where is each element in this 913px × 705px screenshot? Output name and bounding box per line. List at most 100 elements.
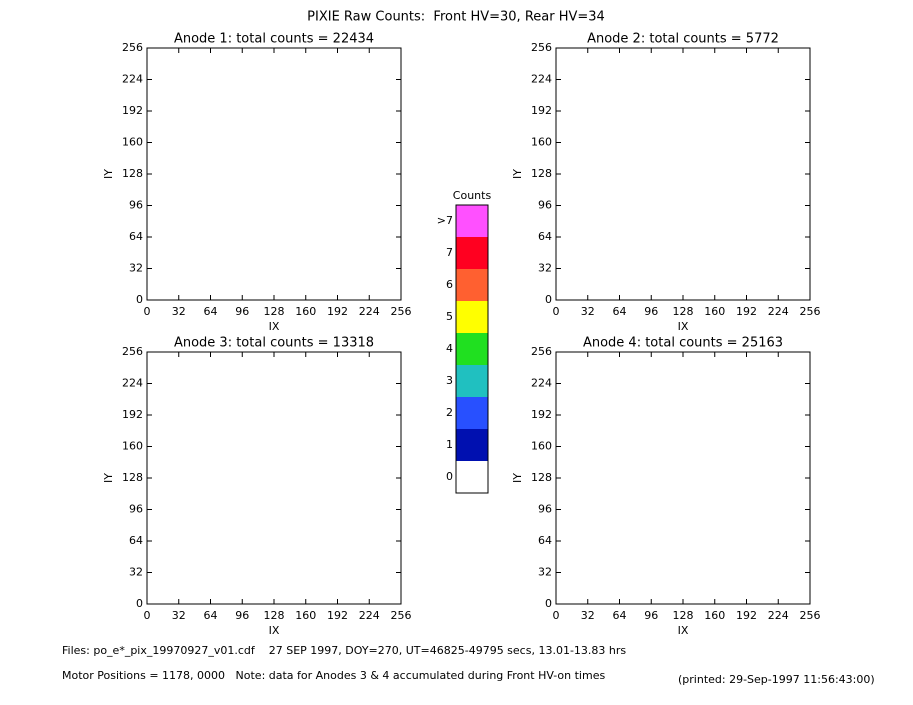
x-tick-label: 0 <box>144 609 151 622</box>
plot-frame <box>146 351 402 605</box>
x-tick-label: 256 <box>800 609 821 622</box>
colorbar-title: Counts <box>453 189 492 202</box>
colorbar-label: 4 <box>446 342 453 355</box>
y-tick-label: 0 <box>545 293 552 306</box>
plot-frame <box>555 47 811 301</box>
y-tick-label: 256 <box>122 345 143 358</box>
y-tick-label: 96 <box>129 503 143 516</box>
x-tick-label: 160 <box>704 609 725 622</box>
y-tick-label: 192 <box>531 408 552 421</box>
colorbar-label: 2 <box>446 406 453 419</box>
colorbar-segment <box>456 333 488 365</box>
plot-frame <box>146 47 402 301</box>
x-axis-label: IX <box>678 624 689 637</box>
x-tick-label: 224 <box>359 305 380 318</box>
x-tick-label: 192 <box>736 609 757 622</box>
colorbar-segment <box>456 397 488 429</box>
colorbar-segment <box>456 301 488 333</box>
x-tick-label: 224 <box>768 609 789 622</box>
y-tick-label: 64 <box>129 230 143 243</box>
footer-printed: (printed: 29-Sep-1997 11:56:43:00) <box>678 673 875 686</box>
x-tick-label: 192 <box>327 609 348 622</box>
y-axis-label: IY <box>102 169 115 179</box>
y-tick-label: 0 <box>136 293 143 306</box>
colorbar-label: >7 <box>437 214 453 227</box>
x-tick-label: 128 <box>264 305 285 318</box>
y-axis-label: IY <box>511 169 524 179</box>
x-tick-label: 96 <box>644 609 658 622</box>
y-axis-label: IY <box>511 473 524 483</box>
x-tick-label: 96 <box>235 609 249 622</box>
x-tick-label: 64 <box>204 609 218 622</box>
x-tick-label: 96 <box>235 305 249 318</box>
x-tick-label: 96 <box>644 305 658 318</box>
colorbar-label: 3 <box>446 374 453 387</box>
panel-title: Anode 1: total counts = 22434 <box>174 32 374 47</box>
x-tick-label: 160 <box>295 305 316 318</box>
y-tick-label: 0 <box>136 597 143 610</box>
y-tick-label: 256 <box>122 41 143 54</box>
x-tick-label: 32 <box>581 305 595 318</box>
x-tick-label: 128 <box>264 609 285 622</box>
y-axis-label: IY <box>102 473 115 483</box>
colorbar-segment <box>456 269 488 301</box>
x-tick-label: 160 <box>295 609 316 622</box>
x-tick-label: 128 <box>673 305 694 318</box>
y-tick-label: 32 <box>538 262 552 275</box>
y-tick-label: 128 <box>531 471 552 484</box>
x-tick-label: 256 <box>391 609 412 622</box>
y-tick-label: 256 <box>531 41 552 54</box>
x-tick-label: 64 <box>613 609 627 622</box>
colorbar-label: 7 <box>446 246 453 259</box>
footer-files: Files: po_e*_pix_19970927_v01.cdf 27 SEP… <box>62 644 626 657</box>
x-tick-label: 32 <box>172 305 186 318</box>
y-tick-label: 96 <box>538 199 552 212</box>
x-tick-label: 160 <box>704 305 725 318</box>
x-tick-label: 128 <box>673 609 694 622</box>
y-tick-label: 128 <box>531 167 552 180</box>
y-tick-label: 32 <box>129 262 143 275</box>
colorbar-segment <box>456 365 488 397</box>
colorbar-label: 1 <box>446 438 453 451</box>
x-tick-label: 256 <box>800 305 821 318</box>
y-tick-label: 224 <box>531 377 552 390</box>
y-tick-label: 32 <box>538 566 552 579</box>
y-tick-label: 224 <box>122 377 143 390</box>
x-axis-label: IX <box>269 624 280 637</box>
y-tick-label: 256 <box>531 345 552 358</box>
y-tick-label: 32 <box>129 566 143 579</box>
x-tick-label: 0 <box>144 305 151 318</box>
panel-title: Anode 3: total counts = 13318 <box>174 336 374 351</box>
x-tick-label: 32 <box>172 609 186 622</box>
colorbar-segment <box>456 237 488 269</box>
x-tick-label: 64 <box>204 305 218 318</box>
colorbar-label: 5 <box>446 310 453 323</box>
colorbar-segment <box>456 461 488 493</box>
x-tick-label: 0 <box>553 305 560 318</box>
y-tick-label: 128 <box>122 167 143 180</box>
colorbar-label: 6 <box>446 278 453 291</box>
y-tick-label: 128 <box>122 471 143 484</box>
x-tick-label: 224 <box>768 305 789 318</box>
y-tick-label: 64 <box>129 534 143 547</box>
footer-note: Motor Positions = 1178, 0000 Note: data … <box>62 669 605 682</box>
y-tick-label: 224 <box>531 73 552 86</box>
y-tick-label: 192 <box>122 104 143 117</box>
y-tick-label: 192 <box>122 408 143 421</box>
y-tick-label: 160 <box>531 440 552 453</box>
colorbar-segment <box>456 205 488 237</box>
y-tick-label: 192 <box>531 104 552 117</box>
x-tick-label: 224 <box>359 609 380 622</box>
x-tick-label: 256 <box>391 305 412 318</box>
x-tick-label: 192 <box>736 305 757 318</box>
y-tick-label: 96 <box>129 199 143 212</box>
x-tick-label: 32 <box>581 609 595 622</box>
colorbar-frame <box>455 204 489 494</box>
panel-title: Anode 2: total counts = 5772 <box>587 32 779 47</box>
x-tick-label: 0 <box>553 609 560 622</box>
y-tick-label: 160 <box>531 136 552 149</box>
x-axis-label: IX <box>678 320 689 333</box>
x-axis-label: IX <box>269 320 280 333</box>
y-tick-label: 64 <box>538 534 552 547</box>
figure-title: PIXIE Raw Counts: Front HV=30, Rear HV=3… <box>307 10 605 25</box>
